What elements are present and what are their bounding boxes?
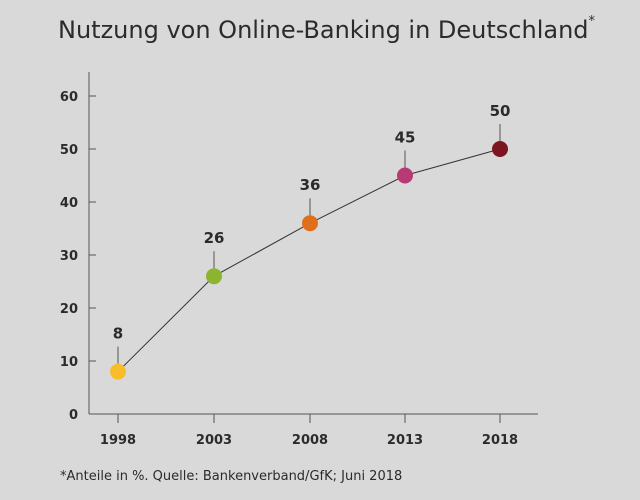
chart-footnote: *Anteile in %. Quelle: Bankenverband/GfK… [60,469,403,484]
data-label: 36 [300,176,321,194]
x-tick-label: 2018 [482,433,518,448]
x-tick-label: 2008 [292,433,328,448]
data-label: 45 [395,129,416,147]
x-tick-label: 2013 [387,433,423,448]
x-tick-label: 1998 [100,433,136,448]
data-label: 26 [204,229,225,247]
data-label: 8 [113,325,123,343]
y-tick-label: 10 [60,355,78,370]
data-point [397,167,413,184]
y-tick-label: 50 [60,143,78,158]
y-tick-label: 0 [69,408,78,423]
data-point [110,363,126,380]
chart-title-text: Nutzung von Online-Banking in Deutschlan… [58,16,589,44]
y-tick-label: 30 [60,249,78,264]
chart-title-marker: * [588,14,596,29]
y-tick-label: 40 [60,196,78,211]
x-tick-label: 2003 [196,433,232,448]
chart-title: Nutzung von Online-Banking in Deutschlan… [58,14,596,44]
y-tick-label: 60 [60,90,78,105]
data-label: 50 [490,102,511,120]
y-tick-label: 20 [60,302,78,317]
data-point [206,268,222,285]
data-point [302,215,318,232]
data-point [492,141,508,157]
